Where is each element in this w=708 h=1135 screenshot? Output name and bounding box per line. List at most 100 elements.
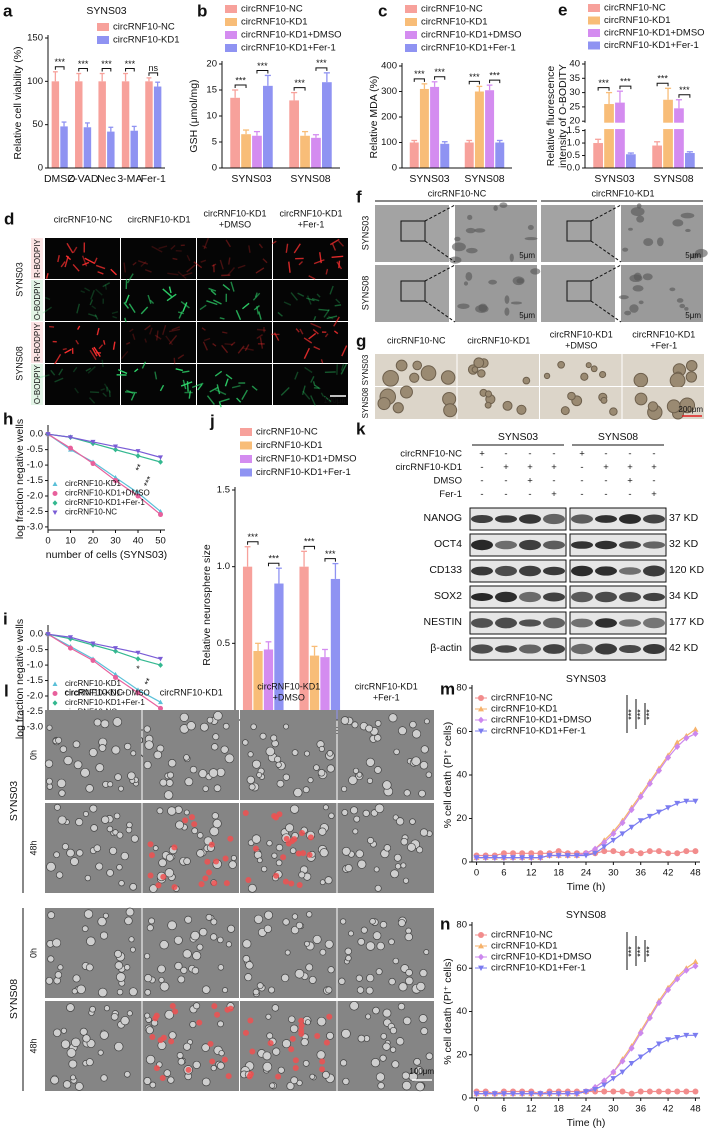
legend-label: circRNF10-KD1 (113, 35, 180, 46)
cell (262, 1051, 272, 1061)
organelle (530, 268, 541, 275)
group-label: SYNS08 (14, 346, 24, 381)
sphere (666, 399, 681, 414)
cell (372, 1006, 380, 1015)
cell (264, 910, 274, 920)
cell (165, 853, 174, 862)
cell-signal (222, 331, 228, 334)
bar (230, 97, 240, 168)
blot-frame (569, 559, 667, 583)
pi-cell (280, 854, 287, 861)
column-header: circRNF10-KD1 (591, 188, 654, 198)
data-point (573, 853, 580, 859)
cell (57, 964, 64, 971)
legend-label: circRNF10-KD1 (256, 440, 323, 451)
chart-title: SYNS08 (566, 909, 606, 921)
legend-swatch (588, 4, 600, 12)
blot-band (643, 617, 665, 629)
cell-signal (64, 348, 72, 354)
organelle (624, 310, 632, 316)
cell-signal (329, 285, 334, 295)
cell (360, 926, 368, 934)
pi-cell (307, 834, 314, 841)
bar (83, 127, 92, 168)
cell (327, 966, 335, 974)
cell (302, 1060, 310, 1067)
legend-swatch (240, 468, 252, 477)
cell (60, 1027, 67, 1034)
significance-label: *** (626, 709, 636, 720)
sphere (633, 372, 649, 388)
data-point (158, 699, 163, 705)
data-point (158, 656, 163, 662)
cell (325, 986, 333, 994)
cell-signal (314, 384, 321, 390)
column-header: circRNF10-KD1 (279, 208, 342, 218)
cell (396, 817, 405, 826)
cell (366, 777, 374, 784)
data-point (619, 1069, 626, 1076)
data-point (683, 798, 690, 805)
cell (338, 977, 346, 985)
cell (316, 1050, 326, 1060)
cell (182, 949, 192, 959)
cell (251, 834, 262, 844)
x-tick-label: 42 (663, 1104, 674, 1115)
cell-signal (290, 292, 298, 301)
bar (320, 657, 330, 720)
cell-signal (199, 304, 207, 311)
blot-band (643, 565, 665, 577)
blot-band (543, 566, 565, 576)
series-line (476, 1034, 696, 1095)
cell-signal (168, 335, 178, 345)
bar (419, 88, 429, 168)
condition-mark: - (552, 476, 555, 487)
bar (652, 145, 662, 168)
blot-band (519, 565, 541, 577)
cell (228, 860, 237, 869)
cell-signal (110, 268, 118, 276)
bar (485, 90, 495, 168)
cell (298, 871, 306, 879)
cell (402, 1016, 412, 1026)
cell (218, 1050, 225, 1057)
cell (356, 986, 365, 994)
condition-mark: - (580, 476, 583, 487)
condition-mark: - (580, 462, 583, 473)
cell (423, 949, 430, 955)
cell (74, 1082, 84, 1091)
cell (409, 818, 416, 825)
cell (252, 759, 261, 769)
cell-signal (132, 261, 137, 266)
cell (276, 779, 285, 788)
micrograph (45, 364, 120, 405)
blot-frame (469, 507, 567, 531)
significance-bracket (678, 94, 691, 98)
annotation: *** (142, 474, 156, 488)
column-header: circRNF10-KD1 (550, 329, 613, 339)
cell (144, 974, 153, 983)
cell (85, 963, 94, 972)
data-point (546, 1091, 553, 1097)
y-tick-label: 1.5 (217, 485, 230, 496)
cell-signal (144, 338, 148, 343)
cell-signal (45, 273, 49, 279)
organelle (636, 215, 645, 223)
sphere (484, 390, 493, 398)
blot-band (619, 619, 641, 627)
cell-signal (193, 261, 203, 269)
significance-bracket (267, 562, 280, 567)
cell-signal (221, 344, 229, 354)
cell-signal (66, 242, 74, 254)
chart-title: SYNS03 (86, 5, 126, 17)
legend-label: circRNF10-KD1+DMSO (241, 30, 342, 41)
pi-cell (209, 1058, 216, 1065)
cell (245, 961, 254, 970)
blot-band (643, 514, 665, 524)
cell-signal (103, 383, 111, 394)
legend-marker (478, 953, 484, 961)
blot-band (543, 540, 565, 550)
group-label: SYNS03 (8, 781, 20, 821)
condition-mark: - (552, 449, 555, 460)
data-point (68, 445, 73, 451)
